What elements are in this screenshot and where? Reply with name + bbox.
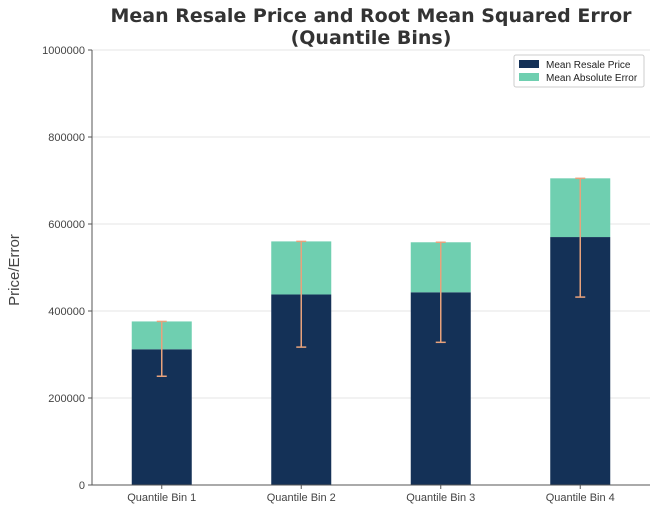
legend-box — [513, 54, 645, 88]
y-tick-label: 1000000 — [42, 45, 85, 57]
chart-title-line-1: Mean Resale Price and Root Mean Squared … — [111, 5, 633, 27]
legend-swatch-2 — [519, 73, 539, 81]
x-tick-label: Quantile Bin 4 — [546, 492, 615, 504]
y-tick-label: 0 — [79, 480, 85, 492]
x-tick-label: Quantile Bin 2 — [267, 492, 336, 504]
legend: Mean Resale Price Mean Absolute Error — [513, 54, 645, 88]
y-tick-labels: 0 200000 400000 600000 800000 1000000 — [42, 45, 85, 492]
y-tick-label: 200000 — [48, 393, 85, 405]
axes — [88, 49, 650, 489]
legend-swatch-1 — [519, 60, 539, 68]
y-tick-label: 400000 — [48, 306, 85, 318]
chart-title: Mean Resale Price and Root Mean Squared … — [111, 5, 633, 49]
chart-title-line-2: (Quantile Bins) — [291, 27, 452, 49]
x-tick-label: Quantile Bin 3 — [406, 492, 475, 504]
legend-label-1: Mean Resale Price — [546, 60, 631, 71]
y-axis-title: Price/Error — [6, 234, 23, 306]
x-tick-labels: Quantile Bin 1 Quantile Bin 2 Quantile Bin… — [127, 492, 615, 504]
y-tick-label: 800000 — [48, 132, 85, 144]
x-tick-label: Quantile Bin 1 — [127, 492, 196, 504]
error-bars — [156, 177, 586, 377]
legend-label-2: Mean Absolute Error — [546, 73, 638, 84]
y-tick-label: 600000 — [48, 219, 85, 231]
